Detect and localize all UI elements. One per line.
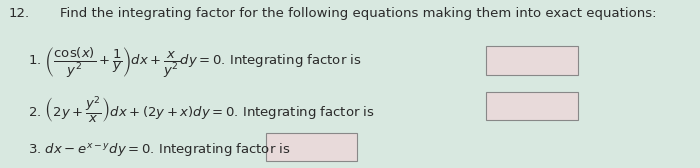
- Text: 12.: 12.: [8, 7, 29, 20]
- FancyBboxPatch shape: [486, 92, 578, 120]
- Text: 1. $\left(\dfrac{\cos(x)}{y^2} + \dfrac{1}{y}\right)dx + \dfrac{x}{y^2}dy = 0$. : 1. $\left(\dfrac{\cos(x)}{y^2} + \dfrac{…: [28, 45, 362, 79]
- Text: Find the integrating factor for the following equations making them into exact e: Find the integrating factor for the foll…: [60, 7, 656, 20]
- FancyBboxPatch shape: [486, 46, 578, 75]
- Text: 3. $dx - e^{x-y}dy = 0$. Integrating factor is: 3. $dx - e^{x-y}dy = 0$. Integrating fac…: [28, 141, 290, 158]
- FancyBboxPatch shape: [266, 133, 357, 161]
- Text: 2. $\left(2y + \dfrac{y^2}{x}\right)dx + (2y + x)dy = 0$. Integrating factor is: 2. $\left(2y + \dfrac{y^2}{x}\right)dx +…: [28, 94, 375, 125]
